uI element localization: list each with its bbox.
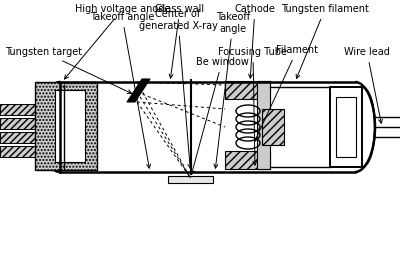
Text: Glass wall: Glass wall	[156, 4, 204, 78]
Bar	[0, 132, 35, 143]
Text: Cathode: Cathode	[234, 4, 276, 78]
Text: Center of
generated X-ray: Center of generated X-ray	[138, 9, 218, 168]
Bar	[0, 146, 35, 157]
Bar	[225, 151, 270, 169]
Text: Wire lead: Wire lead	[344, 47, 390, 123]
Bar	[330, 87, 362, 167]
Bar	[262, 109, 284, 145]
Bar	[55, 90, 85, 162]
Bar	[35, 82, 97, 170]
Polygon shape	[127, 79, 150, 102]
Text: High voltage anode: High voltage anode	[64, 4, 170, 79]
Text: Focusing Tube: Focusing Tube	[218, 47, 288, 165]
Bar	[336, 97, 356, 157]
Text: Tungsten target: Tungsten target	[5, 47, 132, 94]
Text: Filament: Filament	[254, 45, 318, 142]
Text: Tungsten filament: Tungsten filament	[281, 4, 369, 78]
Text: Takeoff angle: Takeoff angle	[90, 12, 154, 168]
Bar	[257, 81, 270, 169]
Bar	[168, 176, 213, 182]
Text: Takeoff
angle: Takeoff angle	[214, 12, 250, 168]
Bar	[225, 81, 270, 99]
Bar	[0, 104, 35, 115]
Bar	[0, 118, 35, 129]
Text: Be window: Be window	[191, 57, 248, 174]
